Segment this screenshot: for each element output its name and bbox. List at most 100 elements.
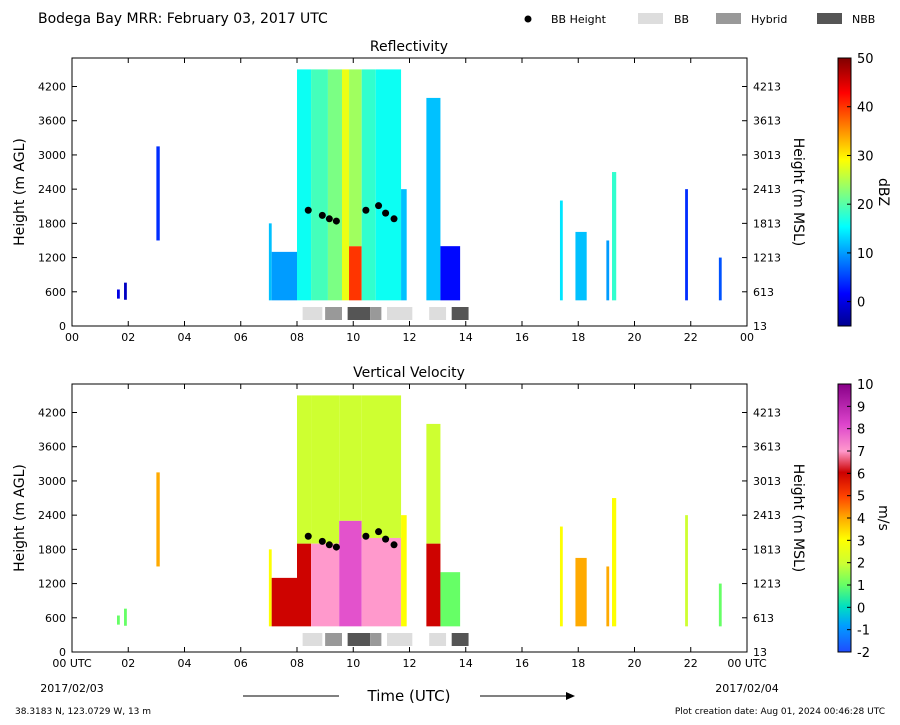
y-tick-label-right: 613 bbox=[753, 286, 774, 299]
heatmap-cell bbox=[339, 520, 362, 627]
x-tick-label: 10 bbox=[346, 657, 360, 670]
y-tick-label-right: 1213 bbox=[753, 578, 781, 591]
colorbar-label: dBZ bbox=[875, 178, 891, 206]
y-tick-label-right: 4213 bbox=[753, 81, 781, 94]
bb-height-point bbox=[304, 532, 312, 540]
x-tick-label: 18 bbox=[571, 331, 585, 344]
bb-class-layer bbox=[302, 307, 469, 320]
y-axis-label-right: Height (m MSL) bbox=[790, 138, 806, 247]
heatmap-cell bbox=[271, 251, 297, 301]
colorbar-tick-label: 2 bbox=[857, 557, 865, 572]
legend-label-hybrid: Hybrid bbox=[751, 13, 787, 26]
legend-swatch-bb bbox=[638, 13, 663, 24]
heatmap-cell bbox=[401, 515, 407, 627]
y-tick-label-right: 2413 bbox=[753, 183, 781, 196]
panel-title: Vertical Velocity bbox=[353, 365, 465, 381]
y-tick-label: 3600 bbox=[38, 441, 66, 454]
bb-class-block bbox=[451, 307, 469, 320]
bb-height-point bbox=[325, 541, 333, 549]
heatmap-cell bbox=[117, 289, 120, 299]
panel-title: Reflectivity bbox=[370, 39, 448, 55]
bb-class-layer bbox=[302, 633, 469, 646]
heatmap-cell bbox=[401, 189, 407, 301]
bb-height-layer bbox=[304, 202, 398, 225]
heatmap-cell bbox=[124, 608, 127, 626]
bb-class-block bbox=[325, 307, 342, 320]
end-date-label: 2017/02/04 bbox=[715, 682, 778, 695]
bb-height-point bbox=[318, 537, 326, 545]
heatmap-cell bbox=[440, 572, 461, 627]
heatmap-cell bbox=[361, 537, 402, 627]
y-tick-label: 3000 bbox=[38, 149, 66, 162]
colorbar-tick-label: 6 bbox=[857, 467, 865, 482]
bb-class-block bbox=[451, 633, 469, 646]
y-tick-label: 3600 bbox=[38, 115, 66, 128]
heatmap-cell bbox=[718, 583, 722, 627]
bb-height-point bbox=[382, 209, 390, 217]
heatmap-cell bbox=[612, 498, 617, 627]
y-tick-label-right: 13 bbox=[753, 320, 767, 333]
heatmap-cell bbox=[268, 223, 272, 301]
legend-marker-bb-height bbox=[524, 15, 532, 23]
x-tick-label: 10 bbox=[346, 331, 360, 344]
bb-height-point bbox=[390, 541, 398, 549]
colorbar-tick-label: 5 bbox=[857, 490, 865, 505]
x-tick-label: 12 bbox=[403, 657, 417, 670]
colorbar-tick-label: 50 bbox=[857, 52, 874, 67]
legend: BB Height BB Hybrid NBB bbox=[524, 13, 875, 26]
y-tick-label-right: 3613 bbox=[753, 441, 781, 454]
heatmap-cell bbox=[297, 395, 312, 544]
bb-class-block bbox=[387, 633, 413, 646]
heatmap-cell bbox=[342, 69, 350, 301]
heatmap-cell bbox=[426, 97, 441, 301]
x-tick-label: 18 bbox=[571, 657, 585, 670]
y-tick-label-right: 613 bbox=[753, 612, 774, 625]
start-date-label: 2017/02/03 bbox=[40, 682, 103, 695]
heatmap-cell bbox=[426, 543, 441, 627]
x-tick-label: 00 UTC bbox=[727, 657, 767, 670]
y-tick-label: 4200 bbox=[38, 81, 66, 94]
x-tick-label: 20 bbox=[628, 331, 642, 344]
colorbar-tick-label: 4 bbox=[857, 512, 865, 527]
y-tick-label: 600 bbox=[45, 286, 66, 299]
bb-class-block bbox=[429, 633, 447, 646]
y-axis-label: Height (m AGL) bbox=[12, 138, 28, 246]
y-tick-label: 1200 bbox=[38, 578, 66, 591]
y-tick-label-right: 2413 bbox=[753, 509, 781, 522]
time-arrow-head bbox=[566, 692, 575, 700]
bb-height-point bbox=[382, 535, 390, 543]
colorbar-label: m/s bbox=[875, 505, 891, 531]
vertical-velocity-panel: Vertical Velocity 00 UTC 02 04 06 08 10 12 14 16… bbox=[12, 365, 891, 670]
heatmap-cell bbox=[375, 69, 402, 301]
bb-height-point bbox=[318, 211, 326, 219]
colorbar-tick-label: 0 bbox=[857, 601, 865, 616]
colorbar-tick-label: -1 bbox=[857, 624, 870, 639]
bb-height-point bbox=[375, 528, 383, 536]
heatmap-cell bbox=[124, 282, 127, 300]
colorbar-tick-label: 0 bbox=[857, 296, 865, 311]
heatmap-cell bbox=[271, 577, 297, 627]
bb-height-point bbox=[375, 202, 383, 210]
bb-class-block bbox=[370, 307, 382, 320]
bb-height-point bbox=[332, 543, 340, 551]
x-tick-label: 14 bbox=[459, 657, 473, 670]
heatmap-cell bbox=[559, 526, 563, 627]
legend-label-nbb: NBB bbox=[852, 13, 875, 26]
legend-label-bb-height: BB Height bbox=[551, 13, 607, 26]
heatmap-cell bbox=[612, 172, 617, 301]
heatmap-cell bbox=[311, 395, 340, 544]
bb-height-layer bbox=[304, 528, 398, 551]
y-tick-label: 0 bbox=[59, 646, 66, 659]
data-layer bbox=[117, 395, 722, 627]
bb-height-point bbox=[325, 215, 333, 223]
colorbar-tick-label: 1 bbox=[857, 579, 865, 594]
y-tick-label-right: 3613 bbox=[753, 115, 781, 128]
x-tick-label: 04 bbox=[178, 657, 192, 670]
bb-height-point bbox=[390, 215, 398, 223]
colorbar-tick-label: 9 bbox=[857, 400, 865, 415]
x-tick-label: 16 bbox=[515, 657, 529, 670]
